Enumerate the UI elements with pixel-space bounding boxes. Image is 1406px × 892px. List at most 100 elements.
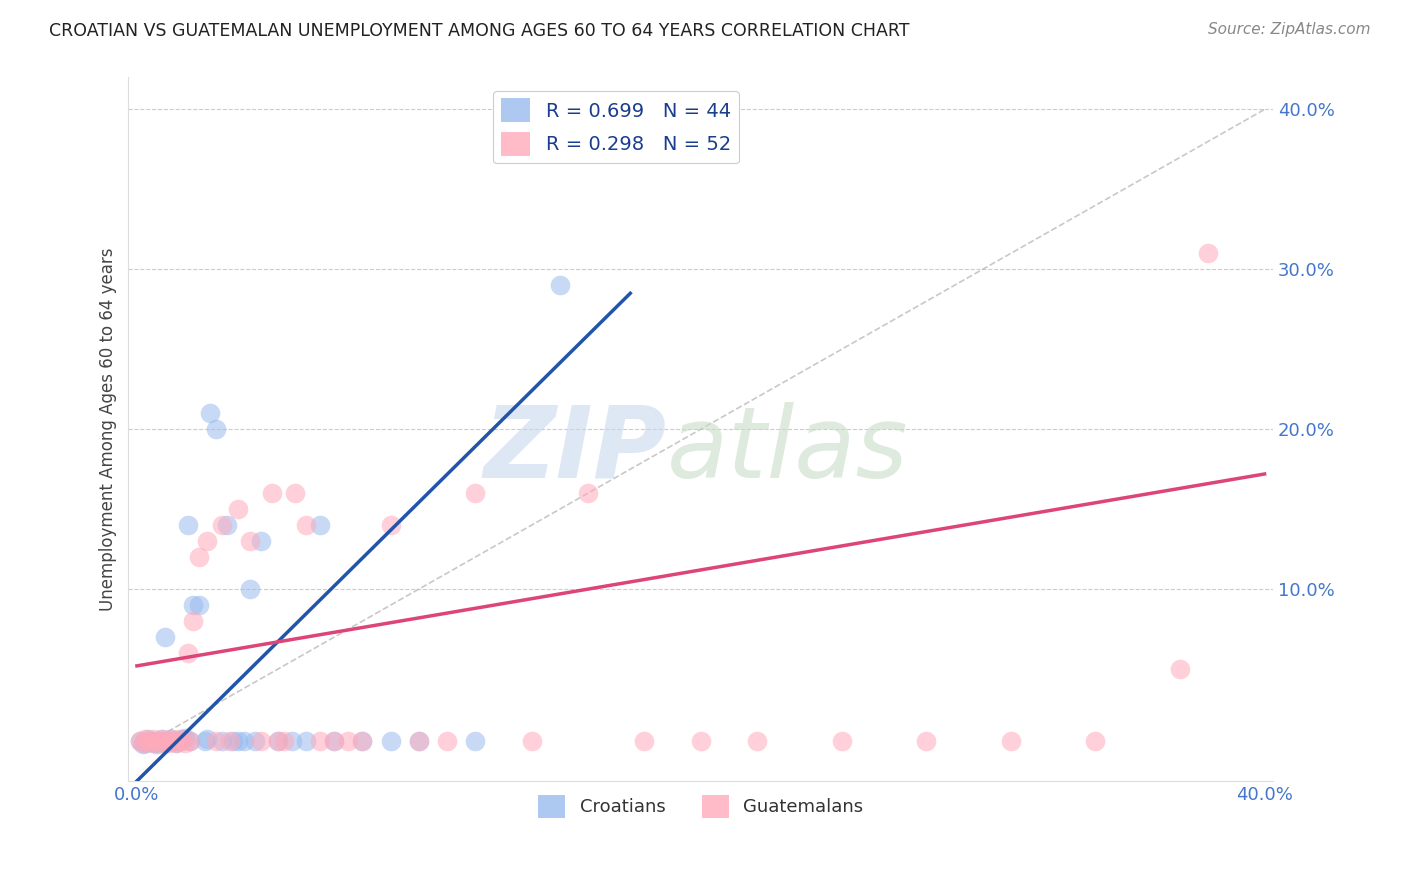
- Point: [222, 734, 245, 748]
- Point: [245, 734, 267, 748]
- Point: [148, 736, 170, 750]
- Point: [173, 736, 195, 750]
- Point: [464, 734, 486, 748]
- Point: [211, 518, 233, 533]
- Point: [262, 486, 284, 500]
- Point: [153, 734, 176, 748]
- Point: [170, 732, 193, 747]
- Point: [239, 582, 262, 596]
- Point: [150, 732, 173, 747]
- Text: atlas: atlas: [666, 401, 908, 499]
- Point: [153, 736, 176, 750]
- Point: [380, 734, 402, 748]
- Point: [134, 736, 156, 750]
- Point: [380, 518, 402, 533]
- Y-axis label: Unemployment Among Ages 60 to 64 years: Unemployment Among Ages 60 to 64 years: [100, 247, 117, 611]
- Point: [197, 732, 219, 747]
- Text: Source: ZipAtlas.com: Source: ZipAtlas.com: [1208, 22, 1371, 37]
- Point: [165, 736, 187, 750]
- Point: [128, 734, 150, 748]
- Point: [167, 734, 190, 748]
- Point: [831, 734, 853, 748]
- Point: [281, 734, 304, 748]
- Point: [159, 732, 181, 747]
- Point: [576, 486, 599, 500]
- Point: [148, 734, 170, 748]
- Point: [273, 734, 295, 748]
- Point: [142, 736, 165, 750]
- Point: [176, 646, 198, 660]
- Point: [200, 406, 222, 420]
- Point: [295, 518, 318, 533]
- Point: [267, 734, 290, 748]
- Point: [1084, 734, 1107, 748]
- Point: [337, 734, 360, 748]
- Point: [156, 734, 179, 748]
- Point: [165, 736, 187, 750]
- Point: [689, 734, 711, 748]
- Point: [239, 534, 262, 549]
- Point: [145, 734, 167, 748]
- Point: [142, 732, 165, 747]
- Point: [352, 734, 374, 748]
- Point: [228, 734, 250, 748]
- Point: [352, 734, 374, 748]
- Point: [219, 734, 242, 748]
- Point: [548, 278, 571, 293]
- Text: CROATIAN VS GUATEMALAN UNEMPLOYMENT AMONG AGES 60 TO 64 YEARS CORRELATION CHART: CROATIAN VS GUATEMALAN UNEMPLOYMENT AMON…: [49, 22, 910, 40]
- Point: [228, 502, 250, 516]
- Point: [170, 734, 193, 748]
- Point: [408, 734, 430, 748]
- Point: [136, 734, 159, 748]
- Point: [131, 737, 153, 751]
- Point: [1197, 246, 1219, 260]
- Point: [1168, 662, 1191, 676]
- Point: [179, 734, 201, 748]
- Point: [173, 731, 195, 745]
- Point: [139, 734, 162, 748]
- Point: [205, 422, 228, 436]
- Point: [284, 486, 307, 500]
- Point: [187, 550, 209, 565]
- Point: [181, 598, 204, 612]
- Point: [131, 736, 153, 750]
- Point: [323, 734, 346, 748]
- Point: [211, 734, 233, 748]
- Text: ZIP: ZIP: [484, 401, 666, 499]
- Point: [153, 630, 176, 644]
- Point: [145, 737, 167, 751]
- Point: [181, 614, 204, 628]
- Point: [633, 734, 655, 748]
- Point: [179, 734, 201, 748]
- Legend: Croatians, Guatemalans: Croatians, Guatemalans: [531, 789, 870, 825]
- Point: [205, 734, 228, 748]
- Point: [162, 734, 184, 748]
- Point: [295, 734, 318, 748]
- Point: [167, 732, 190, 747]
- Point: [128, 734, 150, 748]
- Point: [267, 734, 290, 748]
- Point: [162, 734, 184, 748]
- Point: [309, 518, 332, 533]
- Point: [233, 734, 256, 748]
- Point: [250, 534, 273, 549]
- Point: [436, 734, 458, 748]
- Point: [159, 732, 181, 747]
- Point: [408, 734, 430, 748]
- Point: [194, 734, 217, 748]
- Point: [1000, 734, 1022, 748]
- Point: [323, 734, 346, 748]
- Point: [136, 732, 159, 747]
- Point: [150, 732, 173, 747]
- Point: [250, 734, 273, 748]
- Point: [187, 598, 209, 612]
- Point: [156, 736, 179, 750]
- Point: [745, 734, 768, 748]
- Point: [915, 734, 938, 748]
- Point: [176, 518, 198, 533]
- Point: [197, 534, 219, 549]
- Point: [134, 732, 156, 747]
- Point: [217, 518, 239, 533]
- Point: [464, 486, 486, 500]
- Point: [309, 734, 332, 748]
